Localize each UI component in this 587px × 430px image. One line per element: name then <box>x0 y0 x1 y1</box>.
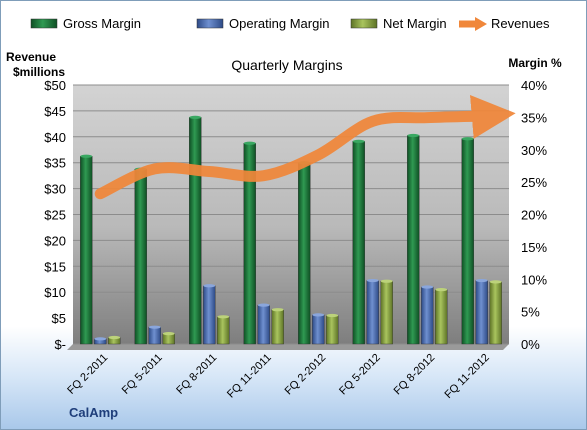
left-axis-title-line1: Revenue <box>6 50 56 64</box>
bar-top-operating-margin <box>148 325 161 329</box>
category-label: FQ 5-2011 <box>120 352 165 397</box>
bar-gross-margin <box>407 135 420 345</box>
bar-top-gross-margin <box>407 133 420 138</box>
bar-top-operating-margin <box>94 337 107 341</box>
right-tick-label: 25% <box>521 175 547 190</box>
bar-net-margin <box>435 289 448 345</box>
bar-top-gross-margin <box>243 141 256 145</box>
legend-label: Gross Margin <box>63 16 141 31</box>
bar-top-operating-margin <box>203 284 216 288</box>
legend-item-operating-margin: Operating Margin <box>196 16 329 31</box>
left-tick-label: $- <box>54 337 66 352</box>
bar-top-gross-margin <box>352 139 365 143</box>
bar-gross-margin <box>352 141 365 345</box>
right-tick-label: 0% <box>521 337 540 352</box>
bar-top-net-margin <box>162 332 175 336</box>
bar-top-net-margin <box>435 288 448 292</box>
bar-net-margin <box>326 315 339 345</box>
bar-gross-margin <box>189 117 202 345</box>
legend-label: Revenues <box>491 16 550 31</box>
bar-top-net-margin <box>380 279 393 283</box>
bar-net-margin <box>489 281 502 345</box>
category-label: FQ 2-2012 <box>283 352 329 398</box>
bar-top-gross-margin <box>461 137 474 141</box>
bar-top-net-margin <box>489 280 502 284</box>
left-tick-label: $35 <box>44 156 66 171</box>
bar-top-operating-margin <box>366 278 379 283</box>
left-tick-label: $5 <box>52 311 66 326</box>
left-tick-label: $20 <box>44 233 66 248</box>
bar-gross-margin <box>134 168 147 345</box>
bar-net-margin <box>271 309 284 345</box>
left-tick-label: $25 <box>44 208 66 223</box>
left-axis-title-line2: $millions <box>13 65 65 79</box>
category-label: FQ 5-2012 <box>337 352 383 398</box>
left-tick-label: $15 <box>44 259 66 274</box>
left-tick-label: $10 <box>44 285 66 300</box>
legend-label: Net Margin <box>383 16 447 31</box>
category-label: FQ 8-2012 <box>392 352 438 398</box>
bar-net-margin <box>380 280 393 345</box>
chart-title: Quarterly Margins <box>231 57 342 73</box>
right-tick-label: 30% <box>521 143 547 158</box>
bar-top-operating-margin <box>312 313 325 317</box>
left-tick-label: $40 <box>44 130 66 145</box>
right-tick-label: 40% <box>521 78 547 93</box>
bar-gross-margin <box>298 162 311 345</box>
bar-operating-margin <box>257 304 270 345</box>
category-label: FQ 11-2012 <box>442 352 491 401</box>
left-tick-label: $30 <box>44 182 66 197</box>
bar-operating-margin <box>312 314 325 345</box>
bar-operating-margin <box>421 286 434 345</box>
bar-top-operating-margin <box>257 303 270 307</box>
bar-top-net-margin <box>108 335 121 340</box>
legend-item-net-margin: Net Margin <box>350 16 447 31</box>
right-tick-label: 15% <box>521 240 547 255</box>
legend-item-gross-margin: Gross Margin <box>30 16 141 31</box>
company-label: CalAmp <box>69 405 118 420</box>
bar-top-gross-margin <box>189 115 202 119</box>
bar-top-net-margin <box>326 313 339 318</box>
legend-item-revenues: Revenues <box>459 16 550 31</box>
bar-top-operating-margin <box>475 278 488 283</box>
bar-operating-margin <box>475 280 488 345</box>
bar-top-operating-margin <box>421 285 434 289</box>
bar-operating-margin <box>366 280 379 345</box>
left-tick-label: $50 <box>44 78 66 93</box>
legend-swatch <box>350 18 378 29</box>
bar-gross-margin <box>461 138 474 345</box>
bar-top-net-margin <box>217 315 230 319</box>
bar-operating-margin <box>148 326 161 345</box>
category-label: FQ 8-2011 <box>174 352 219 397</box>
left-tick-label: $45 <box>44 104 66 119</box>
plot-floor <box>67 344 509 350</box>
right-axis-title: Margin % <box>508 56 562 70</box>
bar-top-gross-margin <box>80 154 93 158</box>
bar-top-net-margin <box>271 308 284 312</box>
legend-swatch <box>196 18 224 29</box>
revenue-line <box>94 94 516 200</box>
legend-label: Operating Margin <box>229 16 329 31</box>
bar-net-margin <box>217 316 230 345</box>
right-tick-label: 10% <box>521 272 547 287</box>
legend-swatch <box>30 18 58 29</box>
bar-operating-margin <box>203 285 216 345</box>
right-tick-label: 20% <box>521 208 547 223</box>
legend-arrow-swatch <box>475 17 487 31</box>
category-label: FQ 11-2011 <box>225 352 274 401</box>
right-tick-label: 35% <box>521 110 547 125</box>
bar-gross-margin <box>80 156 93 345</box>
right-tick-label: 5% <box>521 305 540 320</box>
category-label: FQ 2-2011 <box>65 352 110 397</box>
